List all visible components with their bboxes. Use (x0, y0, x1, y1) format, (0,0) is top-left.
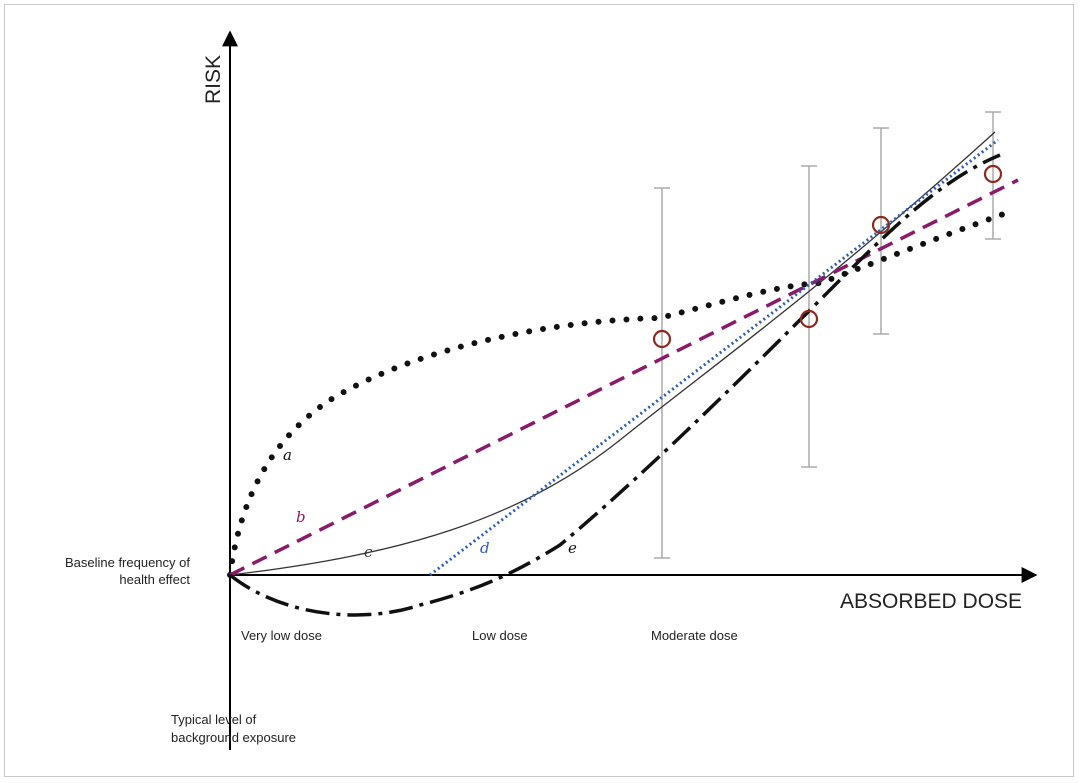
dose-region-very-low: Very low dose (241, 628, 322, 643)
data-point-marker (871, 215, 891, 235)
curve-c-label: c (364, 543, 373, 561)
figure-frame (4, 4, 1074, 777)
curve-d (429, 138, 999, 577)
dose-region-low: Low dose (472, 628, 528, 643)
curve-a-label: a (283, 446, 292, 464)
y-axis-title: RISK (202, 55, 225, 104)
curve-e-label: e (568, 539, 577, 557)
curve-c (229, 131, 996, 576)
curve-b-label: b (296, 508, 306, 526)
error-bar (654, 187, 670, 559)
background-label-line2: background exposure (171, 730, 296, 745)
data-point-marker (799, 309, 819, 329)
data-point-marker (983, 164, 1003, 184)
data-markers (652, 164, 1003, 349)
curve-a (227, 207, 1018, 578)
dose-region-moderate: Moderate dose (651, 628, 738, 643)
error-bar (801, 165, 817, 468)
x-axis-title: ABSORBED DOSE (840, 590, 1022, 613)
curve-d-label: d (480, 539, 490, 557)
curve-e (228, 153, 1001, 617)
curve-b (229, 178, 1019, 577)
background-label-line1: Typical level of (171, 712, 257, 727)
baseline-label-line2: health effect (119, 572, 190, 587)
data-point-marker (652, 329, 672, 349)
baseline-label-line1: Baseline frequency of (65, 555, 190, 570)
